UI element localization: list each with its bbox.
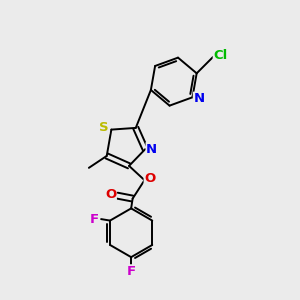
Text: Cl: Cl bbox=[213, 49, 228, 62]
Text: F: F bbox=[90, 213, 99, 226]
Text: O: O bbox=[144, 172, 155, 185]
Text: O: O bbox=[105, 188, 116, 201]
Text: N: N bbox=[146, 143, 157, 156]
Text: N: N bbox=[194, 92, 205, 105]
Text: F: F bbox=[127, 265, 136, 278]
Text: S: S bbox=[99, 121, 109, 134]
